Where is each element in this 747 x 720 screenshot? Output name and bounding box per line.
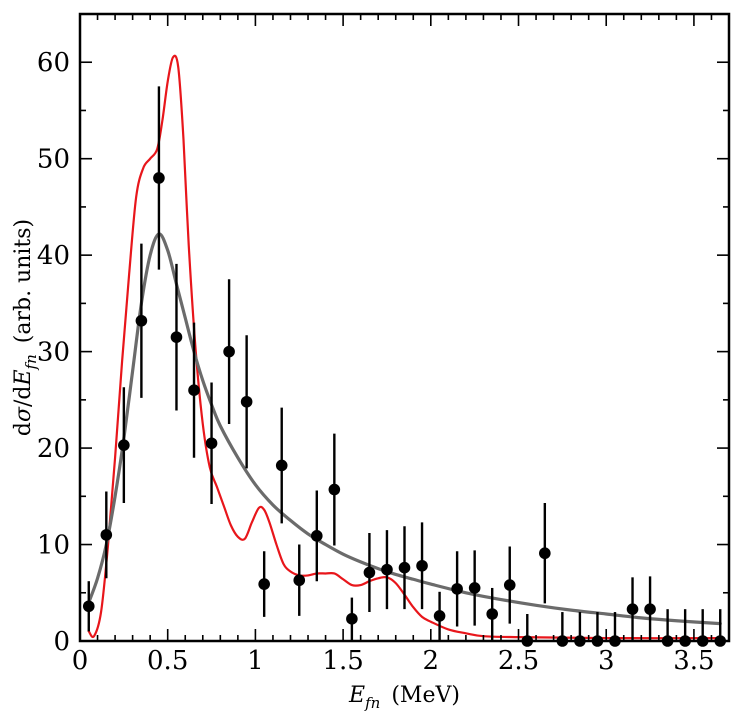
y-tick-label: 60: [37, 48, 70, 78]
axis-title-prefix: d: [11, 422, 36, 436]
y-tick-label: 20: [37, 434, 70, 464]
data-point: [170, 263, 183, 411]
data-point: [258, 551, 270, 617]
data-point: [539, 503, 551, 604]
data-points: [82, 86, 727, 647]
data-point: [451, 551, 463, 627]
data-marker: [310, 530, 323, 542]
axis-title-sigma: σ: [11, 406, 36, 422]
data-marker: [275, 459, 288, 472]
axis-title-var: E: [348, 683, 365, 708]
data-point: [416, 522, 428, 610]
data-marker: [346, 613, 358, 625]
data-marker: [503, 579, 516, 591]
x-tick-label: 3: [598, 646, 615, 676]
plot-frame: [78, 12, 731, 643]
data-point: [100, 491, 113, 579]
x-tick-label: 3.5: [673, 646, 714, 676]
data-marker: [433, 610, 446, 622]
data-point: [205, 382, 218, 505]
data-marker: [468, 582, 481, 594]
data-marker: [539, 547, 551, 560]
y-tick-label: 10: [37, 531, 70, 561]
data-point: [626, 577, 639, 641]
data-point: [644, 576, 656, 641]
data-marker: [135, 314, 148, 327]
y-tick-label: 30: [37, 338, 70, 368]
axis-title-unit: (MeV): [380, 683, 460, 708]
axis-title-sub: fn: [364, 694, 380, 712]
data-marker: [240, 395, 253, 408]
data-marker: [381, 563, 393, 576]
data-marker: [363, 566, 376, 579]
y-axis-ticks: 0 10 20 30 40 50 60: [37, 13, 729, 657]
y-axis-title: dσ/dEfn (arb. units): [11, 219, 40, 436]
data-point: [153, 86, 165, 270]
data-point: [135, 243, 148, 398]
data-point: [293, 544, 306, 616]
data-point: [346, 597, 358, 641]
data-marker: [188, 384, 200, 397]
data-marker: [626, 603, 639, 615]
x-tick-label: 1.5: [322, 646, 363, 676]
data-point: [275, 407, 288, 524]
x-tick-label: 1: [247, 646, 264, 676]
data-marker: [82, 600, 95, 613]
x-axis-title: Efn (MeV): [348, 683, 460, 712]
x-axis-ticks: 0 0.5 1 1.5 2 2.5 3 3.5: [72, 14, 730, 676]
x-tick-label: 0.5: [147, 646, 188, 676]
data-marker: [205, 437, 218, 450]
data-marker: [118, 439, 130, 451]
x-tick-label: 2: [423, 646, 440, 676]
axis-title-unit: (arb. units): [11, 219, 36, 354]
x-tick-label: 2.5: [498, 646, 539, 676]
data-marker: [223, 345, 235, 358]
data-point: [468, 550, 481, 626]
data-point: [188, 322, 200, 458]
data-marker: [644, 603, 656, 615]
x-tick-label: 0: [72, 646, 89, 676]
data-point: [310, 490, 323, 582]
data-marker: [416, 559, 428, 572]
data-point: [240, 335, 253, 469]
data-point: [328, 433, 341, 546]
red-curve: [87, 54, 722, 640]
data-point: [503, 546, 516, 624]
data-marker: [258, 578, 270, 590]
data-marker: [153, 172, 165, 184]
data-point: [82, 581, 95, 632]
data-point: [363, 532, 376, 613]
data-marker: [398, 561, 411, 574]
data-point: [118, 387, 130, 504]
axis-title-sub: fn: [22, 354, 40, 370]
data-point: [381, 530, 393, 610]
y-tick-label: 40: [37, 241, 70, 271]
data-marker: [328, 483, 341, 496]
data-point: [398, 526, 411, 610]
data-point: [223, 279, 235, 424]
data-marker: [100, 529, 113, 541]
data-point: [433, 591, 446, 641]
data-marker: [486, 608, 499, 620]
axis-title-prefix-rest: /d: [11, 386, 36, 408]
data-point: [486, 587, 499, 641]
data-marker: [170, 331, 183, 343]
data-marker: [451, 583, 463, 595]
data-marker: [293, 574, 306, 587]
y-tick-label: 50: [37, 145, 70, 175]
axis-title-var: E: [11, 369, 36, 386]
y-tick-label: 0: [53, 627, 70, 657]
